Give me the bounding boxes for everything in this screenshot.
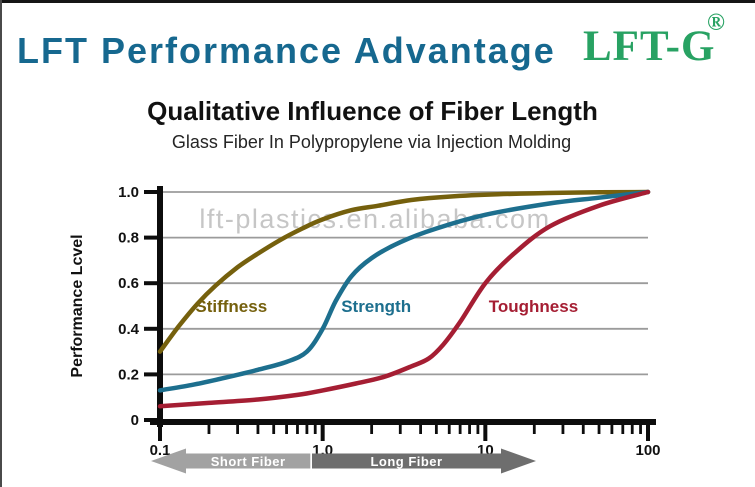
chart-title: Qualitative Influence of Fiber Length (147, 96, 598, 126)
x-tick-label: 0.1 (150, 442, 171, 459)
long-fiber-arrow (312, 448, 536, 474)
strength-label: Strength (341, 297, 411, 316)
stiffness-curve (157, 189, 651, 354)
y-tick-label: 0.6 (118, 275, 139, 292)
chart-subtitle: Glass Fiber In Polypropylene via Injecti… (171, 132, 572, 152)
stiffness-label: Stiffness (195, 297, 267, 316)
long-fiber-label: Long Fiber (370, 454, 442, 469)
y-tick-label: 0 (131, 412, 139, 429)
y-axis-title: Performance Lcvel (69, 234, 86, 377)
y-tick-label: 1.0 (118, 184, 139, 201)
short-fiber-label: Short Fiber (211, 454, 286, 469)
strength-curve (157, 189, 651, 393)
brand-logo: LFT-G (583, 23, 716, 70)
frame-top-border (0, 0, 755, 3)
watermark-text: lft-plastics.en.alibaba.com (199, 204, 550, 234)
x-tick-label: 100 (635, 442, 660, 459)
toughness-label: Toughness (489, 297, 578, 316)
y-tick-label: 0.8 (118, 230, 139, 247)
frame-left-border (0, 0, 2, 487)
registered-trademark-icon: ® (707, 10, 725, 36)
y-tick-label: 0.2 (118, 366, 139, 383)
short-fiber-arrow (151, 448, 311, 474)
y-tick-label: 0.4 (118, 321, 140, 338)
toughness-curve (157, 189, 651, 409)
page-title: LFT Performance Advantage (17, 30, 556, 71)
